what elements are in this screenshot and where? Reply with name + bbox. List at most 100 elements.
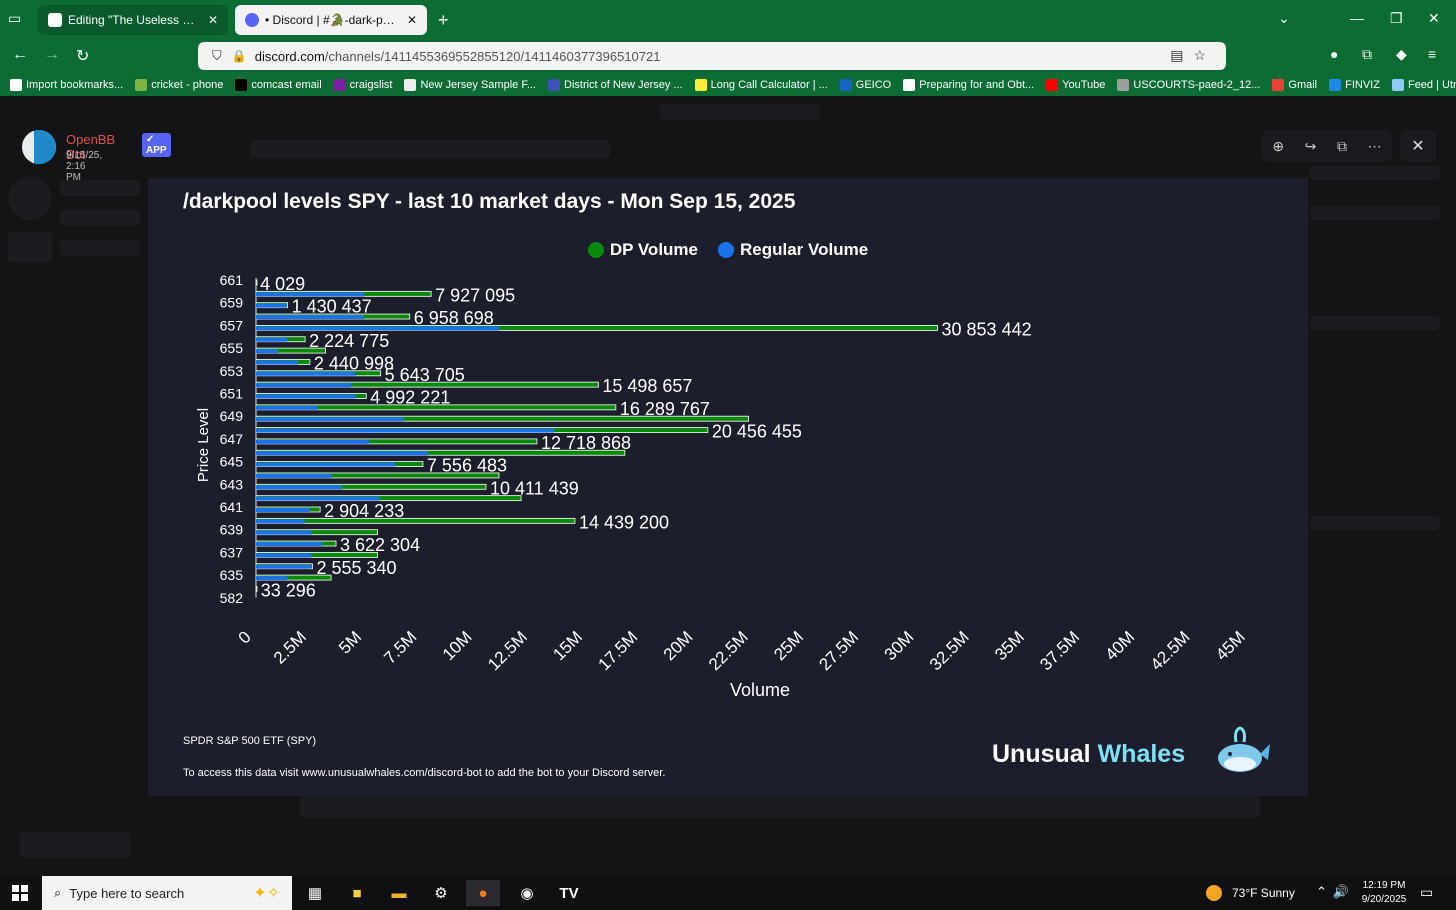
avatar[interactable] — [22, 130, 56, 164]
member-placeholder — [1310, 166, 1440, 180]
regular-volume-bar — [256, 337, 287, 342]
bookmark-favicon-icon — [548, 79, 560, 91]
bookmark-label: USCOURTS-paed-2_12... — [1133, 79, 1261, 91]
regular-volume-bar — [256, 428, 555, 433]
logo-text-a: Unusual — [992, 740, 1091, 768]
regular-volume-bar — [256, 553, 312, 558]
file-explorer-icon[interactable]: ▬ — [391, 884, 407, 902]
tab-overflow-icon[interactable]: ⌄ — [1278, 10, 1290, 26]
regular-volume-bar — [256, 451, 429, 456]
x-tick-label: 40M — [1102, 627, 1139, 664]
x-tick-label: 7.5M — [380, 627, 420, 667]
bookmark-label: Feed | Utradea — [1407, 79, 1456, 91]
weather-widget[interactable]: 73°F Sunny — [1206, 885, 1295, 901]
bar-value-label: 1 430 437 — [292, 297, 372, 317]
bookmark-item[interactable]: New Jersey Sample F... — [404, 79, 536, 91]
restore-icon[interactable]: ❐ — [1390, 10, 1403, 26]
regular-volume-bar — [256, 360, 298, 365]
more-icon[interactable]: ⋯ — [1367, 137, 1382, 154]
bar-value-label: 6 958 698 — [414, 308, 494, 328]
bookmark-item[interactable]: Gmail — [1272, 79, 1317, 91]
bookmark-item[interactable]: comcast email — [235, 79, 322, 91]
new-tab-button[interactable]: + — [438, 10, 449, 30]
bookmark-item[interactable]: FINVIZ — [1329, 79, 1380, 91]
tradingview-icon[interactable]: TV — [559, 884, 579, 902]
account-icon[interactable]: ● — [1330, 46, 1339, 62]
bookmark-item[interactable]: cricket - phone — [135, 79, 223, 91]
bar-value-label: 4 992 221 — [370, 388, 450, 408]
bookmark-item[interactable]: Import bookmarks... — [10, 79, 123, 91]
bar-value-label: 2 440 998 — [314, 353, 394, 373]
y-tick-label: 653 — [220, 363, 244, 379]
regular-volume-bar — [256, 383, 351, 388]
taskbar-search[interactable]: ⌕ Type here to search ✦✧ — [42, 876, 292, 910]
notification-icon[interactable]: ◆ — [1396, 46, 1407, 62]
back-icon[interactable]: ← — [12, 46, 28, 63]
app-icon[interactable]: ◉ — [520, 885, 534, 902]
zoom-icon[interactable]: ⊕ — [1272, 137, 1285, 154]
bookmark-favicon-icon — [235, 79, 248, 91]
unusual-whales-logo: Unusual Whales — [992, 740, 1185, 769]
date: 9/20/2025 — [1361, 894, 1407, 905]
bookmark-label: GEICO — [855, 79, 892, 91]
bookmark-favicon-icon — [333, 79, 346, 91]
forward-icon[interactable]: → — [44, 46, 60, 63]
bookmark-item[interactable]: Feed | Utradea — [1391, 79, 1456, 91]
weather-text: 73°F Sunny — [1232, 886, 1295, 900]
regular-volume-bar — [256, 564, 312, 569]
regular-volume-bar — [256, 508, 310, 512]
address-bar[interactable]: ⛉ 🔒 discord.com /channels/14114553695528… — [198, 42, 1226, 70]
bot-name[interactable]: OpenBB Bot — [66, 132, 116, 162]
system-tray-icons[interactable]: ⌃🔊 — [1316, 884, 1356, 899]
y-tick-label: 639 — [220, 522, 244, 538]
legend-dot-icon — [718, 242, 734, 258]
notifications-icon[interactable]: ▭ — [1420, 884, 1434, 900]
bookmark-item[interactable]: GEICO — [839, 79, 892, 91]
close-tab-icon[interactable]: ✕ — [406, 13, 417, 27]
firefox-icon[interactable]: ● — [466, 880, 500, 906]
channel-placeholder — [60, 240, 140, 256]
reader-bookmark-icons[interactable]: ▤☆ — [1170, 47, 1216, 63]
shield-icon[interactable]: ⛉ — [212, 48, 222, 63]
settings-icon[interactable]: ⚙ — [434, 885, 448, 902]
open-external-icon[interactable]: ⧉ — [1337, 137, 1348, 154]
regular-volume-bar — [256, 315, 365, 320]
close-tab-icon[interactable]: ✕ — [207, 13, 218, 27]
chart-legend: DP Volume Regular Volume — [148, 240, 1308, 260]
bar-value-label: 10 411 439 — [490, 478, 579, 498]
bookmark-item[interactable]: District of New Jersey ... — [548, 79, 683, 91]
bar-value-label: 3 622 304 — [340, 535, 420, 555]
bookmark-item[interactable]: YouTube — [1046, 79, 1105, 91]
footer-note: To access this data visit www.unusualwha… — [183, 767, 666, 779]
bookmark-item[interactable]: USCOURTS-paed-2_12... — [1117, 79, 1260, 91]
extensions-icon[interactable]: ⧉ — [1362, 46, 1372, 62]
clock[interactable]: 12:19 PM 9/20/2025 — [1356, 879, 1412, 907]
sticky-notes-icon[interactable]: ■ — [352, 884, 362, 902]
minimize-icon[interactable]: — — [1350, 10, 1364, 26]
bookmark-item[interactable]: craigslist — [333, 79, 392, 91]
forward-icon[interactable]: ↪ — [1304, 137, 1317, 154]
regular-volume-bar — [256, 462, 396, 467]
y-tick-label: 651 — [220, 386, 244, 402]
chart-title: /darkpool levels SPY - last 10 market da… — [183, 190, 796, 213]
windows-start-icon[interactable] — [12, 885, 28, 901]
regular-volume-bar — [256, 519, 305, 524]
regular-volume-bar — [256, 394, 356, 399]
bookmark-item[interactable]: Preparing for and Obt... — [903, 79, 1034, 91]
lock-icon[interactable]: 🔒 — [231, 49, 247, 63]
bookmark-item[interactable]: Long Call Calculator | ... — [694, 79, 828, 91]
bookmark-favicon-icon — [839, 79, 852, 91]
calculator-icon[interactable]: ▦ — [307, 885, 323, 902]
x-tick-label: 17.5M — [595, 627, 642, 674]
reload-icon[interactable]: ↻ — [76, 48, 90, 65]
menu-icon[interactable]: ≡ — [1428, 46, 1437, 62]
server-icon — [8, 176, 52, 220]
close-viewer-button[interactable]: ✕ — [1400, 130, 1436, 162]
tab-list-icon[interactable]: ▭ — [8, 10, 22, 26]
close-window-icon[interactable]: ✕ — [1428, 10, 1440, 26]
browser-nav-bar: ← → ↻ ⛉ 🔒 discord.com /channels/14114553… — [0, 38, 1456, 74]
bar-value-label: 7 927 095 — [435, 285, 515, 305]
legend-item-regular: Regular Volume — [718, 240, 868, 260]
tab-editing-report[interactable]: Editing "The Useless SPY Report" ✕ — [38, 5, 228, 35]
tab-discord[interactable]: • Discord | #🐊-dark-pool | The ✕ — [235, 5, 427, 35]
